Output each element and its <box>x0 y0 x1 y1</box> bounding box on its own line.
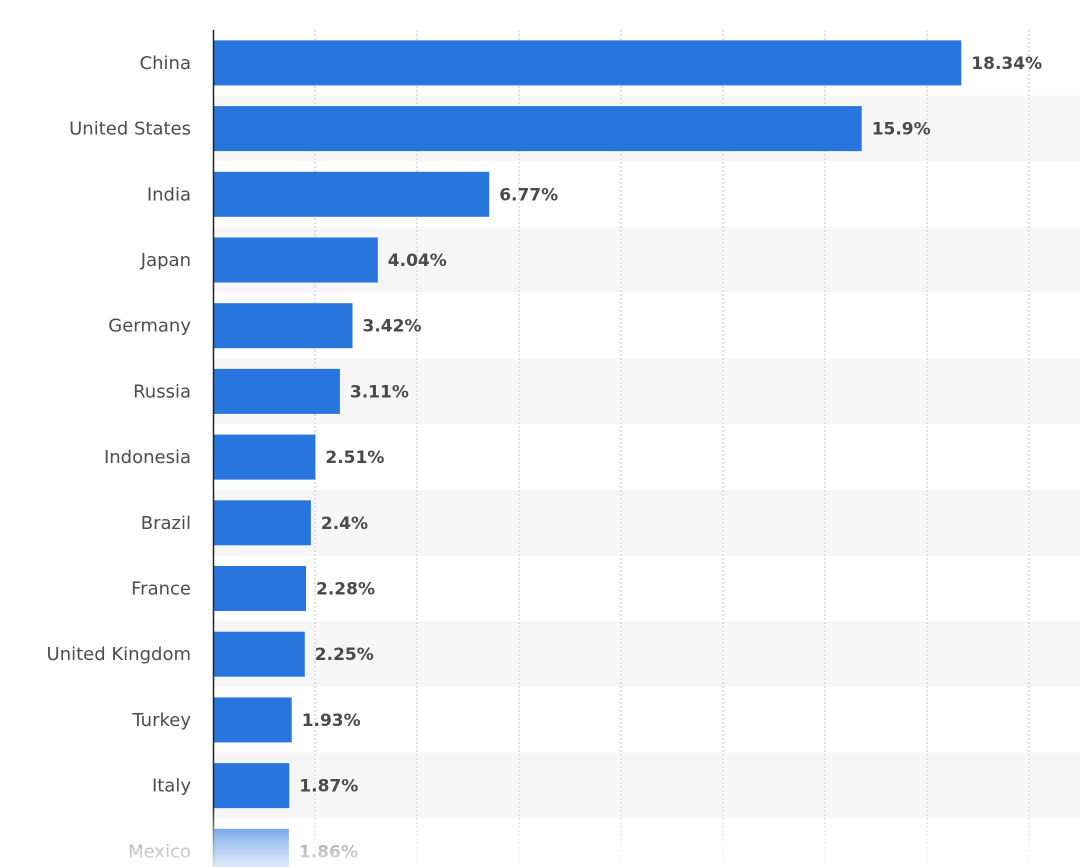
category-label: Germany <box>108 316 191 337</box>
bar-brazil[interactable] <box>213 500 311 546</box>
category-label: Mexico <box>128 841 191 862</box>
category-label: Italy <box>152 776 191 797</box>
bar-france[interactable] <box>213 566 306 611</box>
bar-mexico[interactable] <box>213 828 289 867</box>
bar-russia[interactable] <box>213 368 340 414</box>
category-label: Brazil <box>141 513 191 534</box>
value-label: 1.86% <box>299 842 358 862</box>
bars <box>213 40 962 867</box>
category-label: Russia <box>133 381 191 402</box>
row-stripe <box>213 358 1080 425</box>
value-label: 6.77% <box>499 185 558 205</box>
value-label: 2.51% <box>325 448 384 468</box>
category-label: China <box>140 53 191 74</box>
value-label: 3.11% <box>350 382 409 402</box>
bar-italy[interactable] <box>213 763 290 809</box>
category-label: India <box>147 184 191 205</box>
category-label: United States <box>69 119 191 140</box>
value-label: 1.93% <box>302 711 361 731</box>
bar-japan[interactable] <box>213 237 378 283</box>
bar-india[interactable] <box>213 171 490 217</box>
value-labels: 18.34% 15.9% 6.77% 4.04% 3.42% 3.11% 2.51% 2.4%… <box>299 54 1042 862</box>
bar-united-kingdom[interactable] <box>213 631 305 677</box>
value-label: 2.4% <box>321 514 368 534</box>
bar-germany[interactable] <box>213 303 353 349</box>
row-stripe <box>213 621 1080 687</box>
bar-united-states[interactable] <box>213 106 862 152</box>
category-label: Japan <box>140 250 191 271</box>
category-labels: China United States India Japan Germany Russi… <box>47 53 192 862</box>
category-label: Turkey <box>131 710 191 731</box>
bar-china[interactable] <box>213 40 962 86</box>
value-label: 18.34% <box>971 54 1042 74</box>
value-label: 3.42% <box>363 317 422 337</box>
value-label: 2.28% <box>316 580 375 600</box>
category-label: France <box>131 579 191 600</box>
row-stripe <box>213 489 1080 556</box>
value-label: 15.9% <box>872 120 931 140</box>
category-label: United Kingdom <box>47 644 191 665</box>
bar-turkey[interactable] <box>213 697 292 743</box>
gridlines <box>314 30 1030 867</box>
value-label: 4.04% <box>388 251 447 271</box>
category-label: Indonesia <box>104 447 191 468</box>
value-label: 1.87% <box>299 777 358 797</box>
row-stripes <box>213 95 1080 819</box>
value-label: 2.25% <box>315 645 374 665</box>
bar-indonesia[interactable] <box>213 434 316 480</box>
